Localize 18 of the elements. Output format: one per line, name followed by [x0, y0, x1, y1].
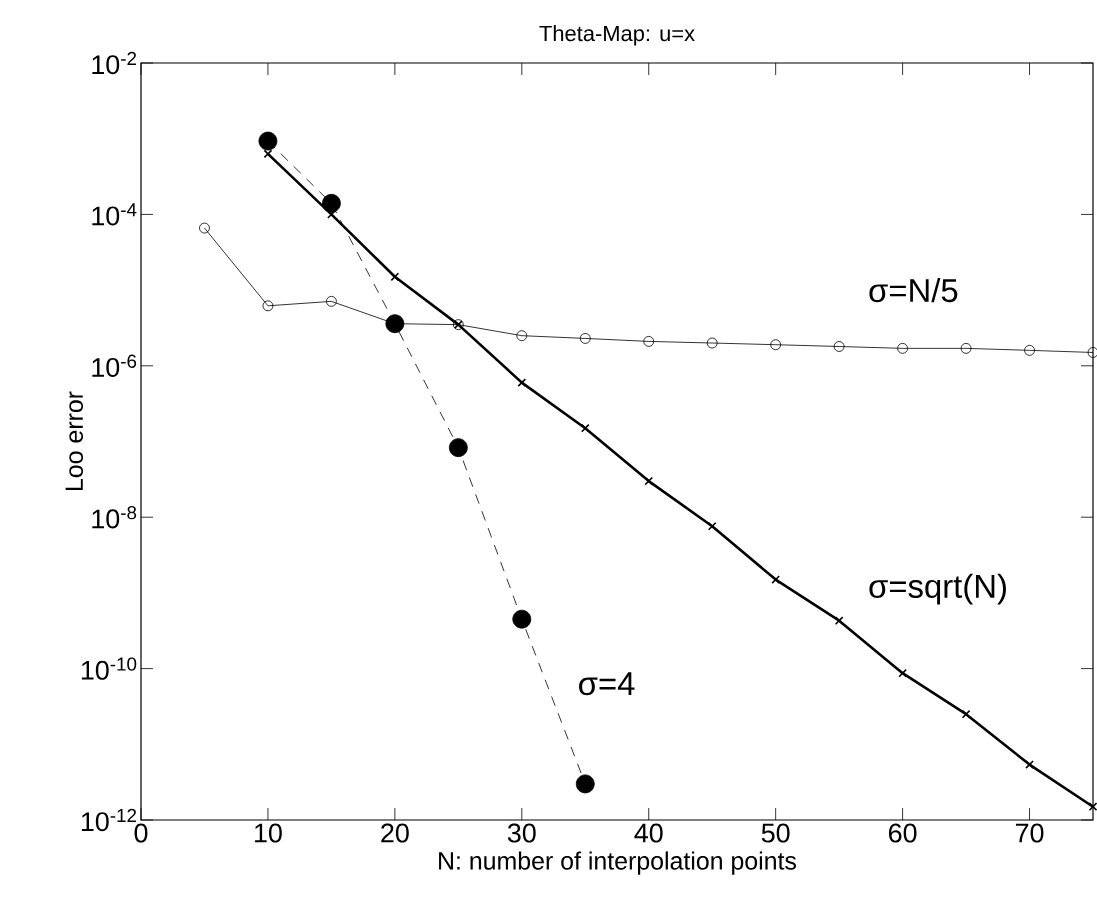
- x-tick-label: 30: [507, 823, 536, 843]
- y-tick-label: 10$^{-4}$: [92, 203, 137, 226]
- chart-title: Theta-Map: u=x: [539, 25, 695, 46]
- x-tick-label: 50: [761, 823, 790, 843]
- y-tick-label: 10$^{-2}$: [92, 51, 137, 75]
- x-tick-label: 70: [1015, 823, 1044, 843]
- x-tick-label: 10: [255, 823, 282, 843]
- y-axis-title: Loo error: [65, 391, 84, 490]
- y-tick-label: 10$^{-8}$: [92, 506, 137, 529]
- series-label: σ=N/5: [869, 278, 958, 303]
- x-tick-label: 20: [381, 823, 409, 843]
- x-tick-label: 60: [889, 823, 917, 843]
- x-tick-label: 40: [634, 823, 663, 843]
- series-label: σ=4: [579, 672, 635, 696]
- series-label: σ=sqrt(N): [869, 573, 1006, 605]
- y-tick-label: 10$^{-6}$: [92, 354, 137, 378]
- x-axis-title: N: number of interpolation points: [439, 851, 797, 875]
- y-tick-label: 10$^{-10}$: [81, 657, 137, 680]
